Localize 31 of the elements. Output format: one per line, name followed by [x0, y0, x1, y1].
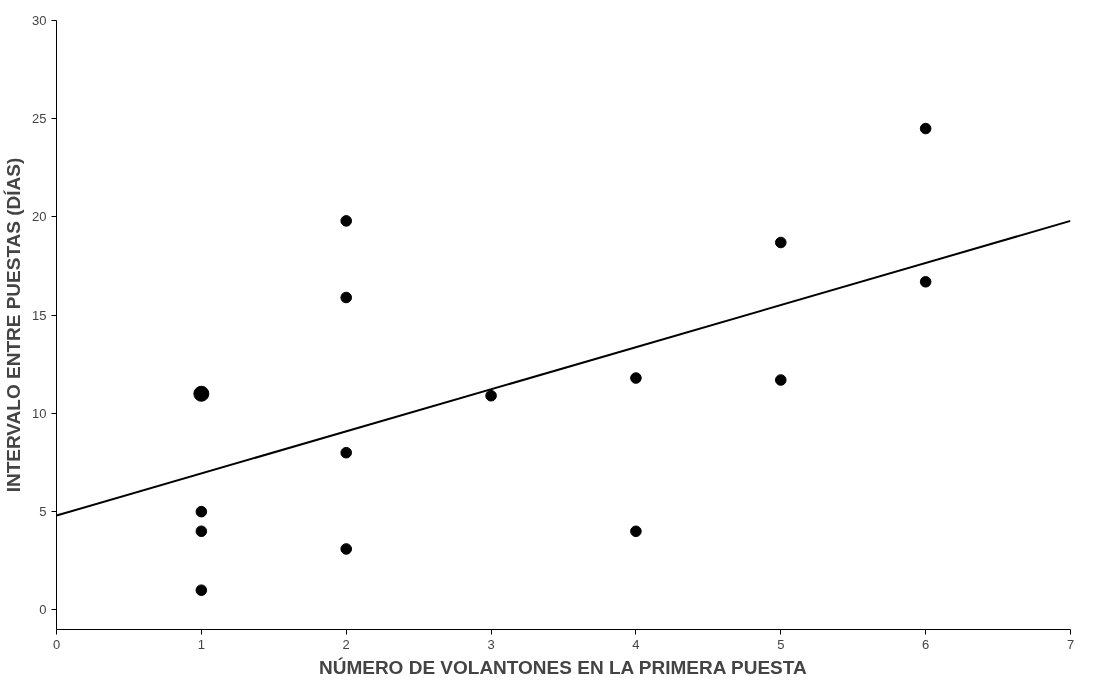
y-tick-label: 30	[32, 13, 47, 28]
x-axis-title: NÚMERO DE VOLANTONES EN LA PRIMERA PUESTA	[318, 656, 807, 678]
point	[340, 446, 353, 459]
y-tick-label: 5	[39, 504, 47, 520]
x-tick-label: 5	[777, 636, 785, 652]
point	[774, 236, 787, 249]
y-tick-label: 10	[32, 405, 47, 421]
point	[919, 275, 932, 288]
point	[195, 525, 208, 538]
point	[340, 543, 353, 555]
y-axis-title: INTERVALO ENTRE PUESTAS (DÍAS)	[3, 157, 25, 493]
point	[630, 525, 642, 538]
point	[919, 122, 932, 135]
point	[340, 291, 353, 304]
point	[630, 372, 642, 384]
x-tick-label: 4	[632, 636, 640, 652]
x-tick-label: 3	[487, 636, 495, 652]
y-tick-label: 15	[32, 307, 47, 323]
y-tick-label: 0	[39, 602, 47, 618]
y-tick-label: 25	[32, 111, 47, 127]
point	[340, 215, 353, 227]
y-tick-label: 20	[32, 209, 47, 225]
x-tick-label: 6	[922, 636, 930, 652]
x-tick-label: 7	[1066, 636, 1075, 652]
point	[485, 389, 497, 402]
x-tick-label: 2	[342, 636, 350, 652]
point	[774, 374, 787, 386]
x-tick-label: 1	[197, 636, 205, 652]
point	[195, 505, 208, 518]
point	[195, 584, 208, 596]
x-tick-label: 0	[52, 636, 61, 652]
